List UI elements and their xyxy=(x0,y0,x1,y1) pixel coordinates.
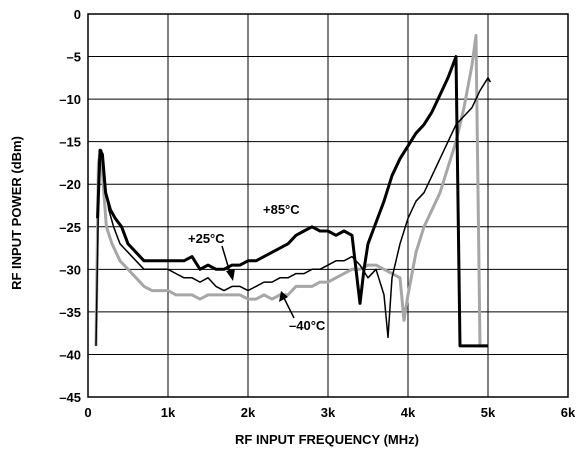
series-line-85c xyxy=(96,55,488,348)
y-tick-label: –10 xyxy=(59,92,81,107)
tick-labels: 0 1k 2k 3k 4k 5k 6k 0 –5 –10 –15 –20 –25 –30 –35 –40 –45 xyxy=(59,7,576,420)
x-tick-label: 2k xyxy=(241,405,256,420)
y-tick-label: –25 xyxy=(59,220,81,235)
annotation-85c: +85°C xyxy=(263,202,300,217)
y-tick-label: –45 xyxy=(59,390,81,405)
series-line-minus40c xyxy=(94,33,488,348)
y-tick-label: –40 xyxy=(59,347,81,362)
annotation-minus40c: –40°C xyxy=(289,318,326,333)
chart-series xyxy=(94,33,492,348)
x-tick-label: 0 xyxy=(84,405,91,420)
annotation-arrowhead-25c xyxy=(226,269,235,281)
y-tick-label: 0 xyxy=(74,7,81,22)
annotation-arrowhead-minus40c xyxy=(279,291,288,302)
x-tick-label: 6k xyxy=(561,405,576,420)
x-axis-title: RF INPUT FREQUENCY (MHz) xyxy=(235,432,419,447)
y-tick-label: –15 xyxy=(59,135,81,150)
y-tick-label: –5 xyxy=(67,50,81,65)
x-tick-label: 1k xyxy=(161,405,176,420)
y-tick-label: –20 xyxy=(59,177,81,192)
annotation-25c: +25°C xyxy=(188,231,225,246)
series-line-25c xyxy=(95,77,492,346)
chart-grid xyxy=(87,13,569,398)
y-axis-title: RF INPUT POWER (dBm) xyxy=(9,136,24,290)
y-tick-label: –35 xyxy=(59,305,81,320)
y-tick-label: –30 xyxy=(59,262,81,277)
x-tick-label: 4k xyxy=(401,405,416,420)
annotation-arrow-minus40c xyxy=(282,295,295,319)
x-tick-label: 3k xyxy=(321,405,336,420)
x-tick-label: 5k xyxy=(481,405,496,420)
plot-area-frame xyxy=(87,13,569,398)
